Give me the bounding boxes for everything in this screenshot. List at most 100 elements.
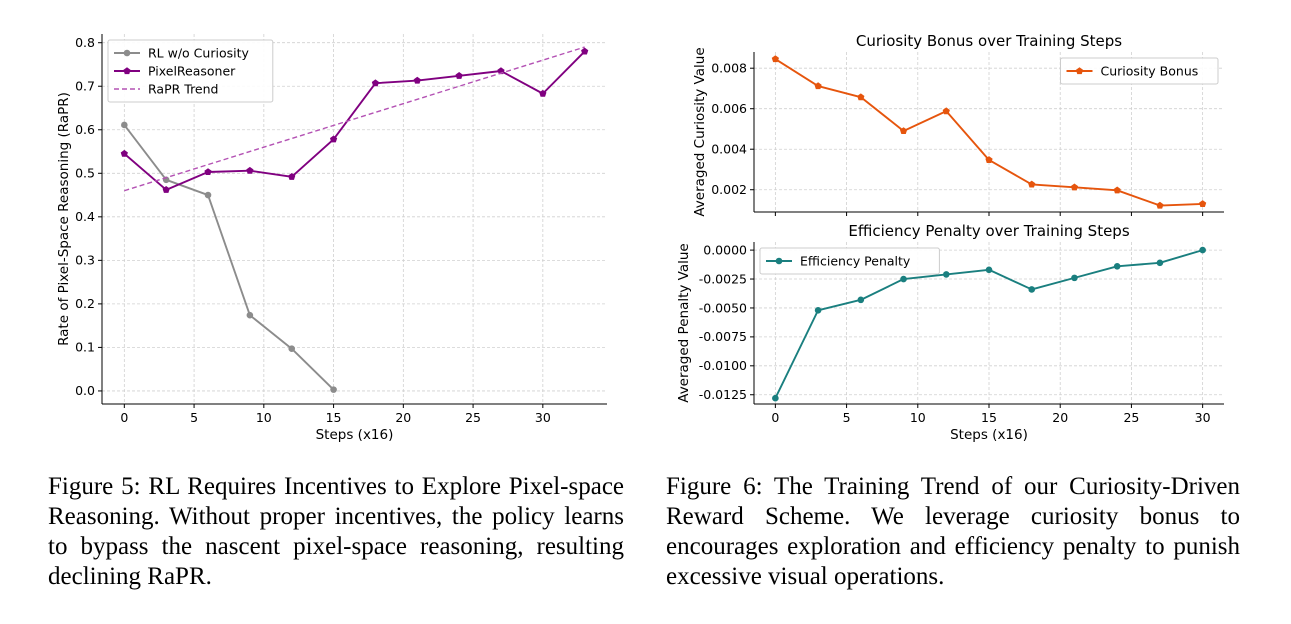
legend-box — [1060, 57, 1219, 85]
figure-5-text: RL Requires Incentives to Explore Pixel-… — [48, 473, 625, 590]
fig6a-legend: Curiosity Bonus — [1060, 57, 1219, 85]
legend-marker — [1075, 67, 1084, 75]
data-point — [581, 47, 589, 55]
x-tick-label: 15 — [981, 410, 997, 425]
y-tick-label: 0.008 — [711, 61, 747, 76]
y-tick-label: 0.5 — [75, 166, 95, 181]
figure-5-label: Figure 5: — [48, 473, 141, 500]
x-tick-label: 20 — [1052, 410, 1068, 425]
x-tick-label: 0 — [771, 410, 779, 425]
fig6b-y-label: Averaged Penalty Value — [676, 243, 692, 403]
fig6b-chart: 0 5 10 15 20 25 30 -0.0125 -0.0100 -0.0075 -0.0050… — [676, 222, 1224, 443]
legend-box — [107, 39, 274, 103]
fig6b-x-label: Steps (x16) — [950, 427, 1028, 443]
fig5-x-label: Steps (x16) — [316, 427, 394, 443]
y-tick-label: -0.0100 — [699, 358, 747, 373]
data-point — [942, 271, 950, 278]
x-tick-label: 25 — [1123, 410, 1139, 425]
series-efficiency-penalty — [772, 246, 1206, 402]
y-tick-label: 0.0 — [75, 383, 95, 398]
series-line-pixelreasoner — [123, 50, 586, 191]
figures-canvas: 0 5 10 15 20 25 30 0.0 0.1 0.2 0.3 0.4 0.5 0.6 0.7 0.8 S… — [56, 32, 1224, 443]
fig6b-title: Efficiency Penalty over Training Steps — [848, 222, 1129, 240]
data-point — [1199, 200, 1207, 207]
figure-6-caption: Figure 6: The Training Trend of our Curi… — [666, 472, 1240, 592]
data-point — [1156, 259, 1164, 267]
y-tick-label: 0.002 — [711, 182, 747, 197]
x-tick-label: 25 — [465, 410, 481, 425]
series-pixelreasoner — [120, 47, 589, 193]
data-point — [1113, 186, 1121, 194]
x-tick-label: 5 — [843, 410, 851, 425]
data-point — [120, 149, 128, 157]
y-tick-label: 0.3 — [75, 253, 95, 268]
y-tick-label: -0.0075 — [699, 329, 747, 344]
fig5-chart: 0 5 10 15 20 25 30 0.0 0.1 0.2 0.3 0.4 0.5 0.6 0.7 0.8 S… — [56, 34, 607, 443]
data-point — [204, 191, 212, 199]
data-point — [371, 79, 380, 87]
legend-label-curiosity-bonus: Curiosity Bonus — [1101, 63, 1199, 78]
y-tick-label: -0.0050 — [699, 300, 747, 315]
series-rapr-trend — [124, 46, 585, 192]
data-point — [121, 121, 128, 129]
data-point — [772, 394, 779, 402]
data-point — [246, 166, 254, 174]
data-point — [1028, 180, 1036, 188]
data-point — [539, 89, 547, 97]
y-tick-label: 0.004 — [711, 142, 747, 157]
fig5-y-label: Rate of Pixel-Space Reasoning (RaPR) — [56, 92, 72, 346]
data-point — [942, 107, 950, 115]
fig6a-chart: 0.002 0.004 0.006 0.008 Curiosity Bonus over… — [692, 32, 1224, 217]
x-tick-label: 15 — [326, 410, 342, 425]
data-point — [1199, 246, 1206, 254]
figure-6-text: The Training Trend of our Curiosity-Driv… — [666, 473, 1240, 590]
data-point — [1028, 286, 1036, 293]
y-tick-label: 0.006 — [711, 101, 747, 116]
legend-marker — [123, 67, 131, 75]
data-point — [162, 186, 170, 193]
y-tick-label: 0.0000 — [703, 242, 747, 257]
fig6a-title: Curiosity Bonus over Training Steps — [856, 32, 1122, 50]
data-point — [985, 266, 993, 274]
data-point — [246, 311, 254, 319]
data-point — [985, 156, 993, 164]
data-point — [204, 168, 212, 176]
x-tick-label: 10 — [256, 410, 272, 425]
legend-marker — [123, 49, 131, 57]
data-point — [1156, 201, 1164, 209]
y-tick-label: 0.7 — [75, 79, 95, 94]
series-curiosity-bonus — [771, 55, 1207, 209]
x-tick-label: 0 — [120, 410, 128, 425]
data-point — [857, 296, 865, 304]
legend-label-rl-w-o-curiosity: RL w/o Curiosity — [148, 45, 249, 60]
series-line-rl-w-o-curiosity — [123, 124, 335, 391]
legend-box — [759, 247, 940, 275]
x-tick-label: 30 — [535, 410, 551, 425]
x-tick-label: 10 — [910, 410, 926, 425]
series-line-rapr-trend — [124, 46, 585, 192]
data-point — [1070, 183, 1079, 191]
figure-5-caption: Figure 5: RL Requires Incentives to Expl… — [48, 472, 624, 592]
data-point — [413, 76, 421, 84]
y-tick-label: 0.6 — [75, 122, 95, 137]
legend-label-efficiency-penalty: Efficiency Penalty — [800, 253, 911, 268]
fig6a-y-label: Averaged Curiosity Value — [692, 47, 708, 216]
y-tick-label: 0.1 — [75, 340, 95, 355]
data-point — [899, 127, 908, 135]
data-point — [329, 135, 338, 143]
data-point — [455, 71, 463, 79]
figure-6-label: Figure 6: — [666, 473, 763, 500]
data-point — [857, 93, 865, 101]
data-point — [330, 386, 337, 393]
y-tick-label: 0.8 — [75, 35, 95, 50]
data-point — [1113, 263, 1121, 270]
legend-label-rapr-trend: RaPR Trend — [148, 81, 218, 96]
legend-label-pixelreasoner: PixelReasoner — [148, 63, 236, 78]
y-tick-label: 0.4 — [75, 209, 95, 224]
fig6b-legend: Efficiency Penalty — [759, 247, 940, 275]
y-tick-label: -0.0125 — [699, 387, 747, 402]
data-point — [288, 345, 296, 353]
x-tick-label: 5 — [190, 410, 198, 425]
data-point — [1071, 274, 1078, 282]
x-tick-label: 30 — [1195, 410, 1211, 425]
